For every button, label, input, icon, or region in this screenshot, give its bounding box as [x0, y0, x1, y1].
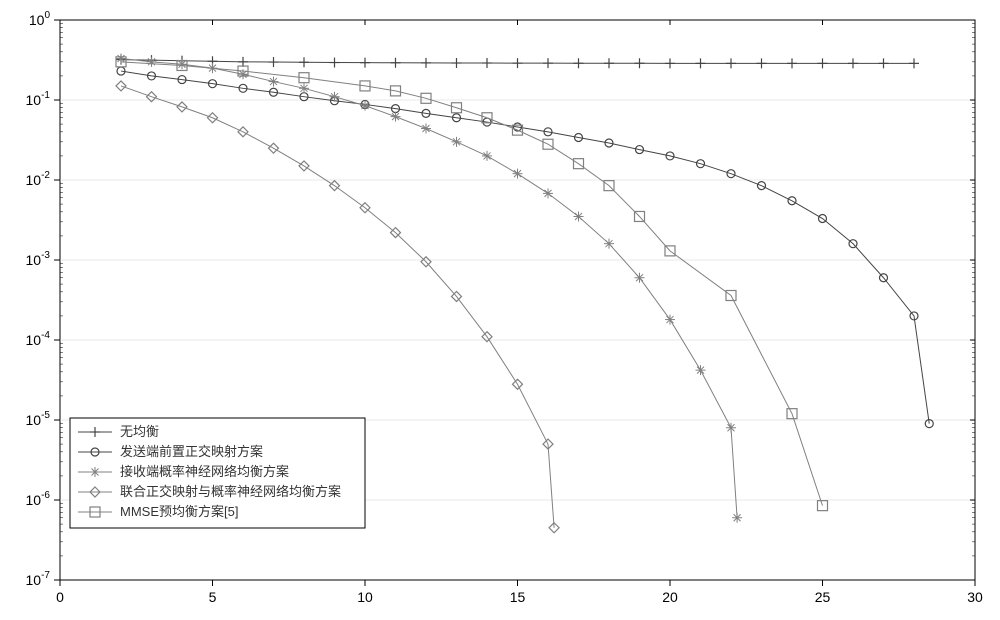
x-tick-label: 10 [357, 589, 373, 605]
y-tick-label: 10-5 [26, 410, 51, 428]
legend-label: MMSE预均衡方案[5] [120, 504, 238, 519]
y-tick-label: 10-6 [26, 490, 51, 508]
y-tick-label: 10-1 [26, 90, 51, 108]
x-tick-label: 20 [662, 589, 678, 605]
chart-container: 10-7 10-6 10-5 10-4 10-3 10-2 10-1 100 0 5 10 15 20 2… [0, 0, 1000, 620]
legend: 无均衡发送端前置正交映射方案接收端概率神经网络均衡方案联合正交映射与概率神经网络… [70, 418, 365, 528]
y-tick-label: 10-7 [26, 570, 51, 588]
y-tick-label: 10-2 [26, 170, 51, 188]
y-tick-label: 100 [29, 10, 51, 28]
y-tick-label: 10-4 [26, 330, 51, 348]
y-tick-label: 10-3 [26, 250, 51, 268]
legend-label: 联合正交映射与概率神经网络均衡方案 [120, 484, 341, 499]
log-line-chart: 10-7 10-6 10-5 10-4 10-3 10-2 10-1 100 0 5 10 15 20 2… [0, 0, 1000, 620]
x-tick-label: 25 [815, 589, 831, 605]
legend-label: 无均衡 [120, 424, 159, 439]
legend-label: 发送端前置正交映射方案 [120, 444, 263, 459]
x-tick-label: 5 [209, 589, 217, 605]
x-tick-label: 0 [56, 589, 64, 605]
x-tick-label: 30 [967, 589, 983, 605]
x-tick-label: 15 [510, 589, 526, 605]
legend-label: 接收端概率神经网络均衡方案 [120, 464, 289, 479]
